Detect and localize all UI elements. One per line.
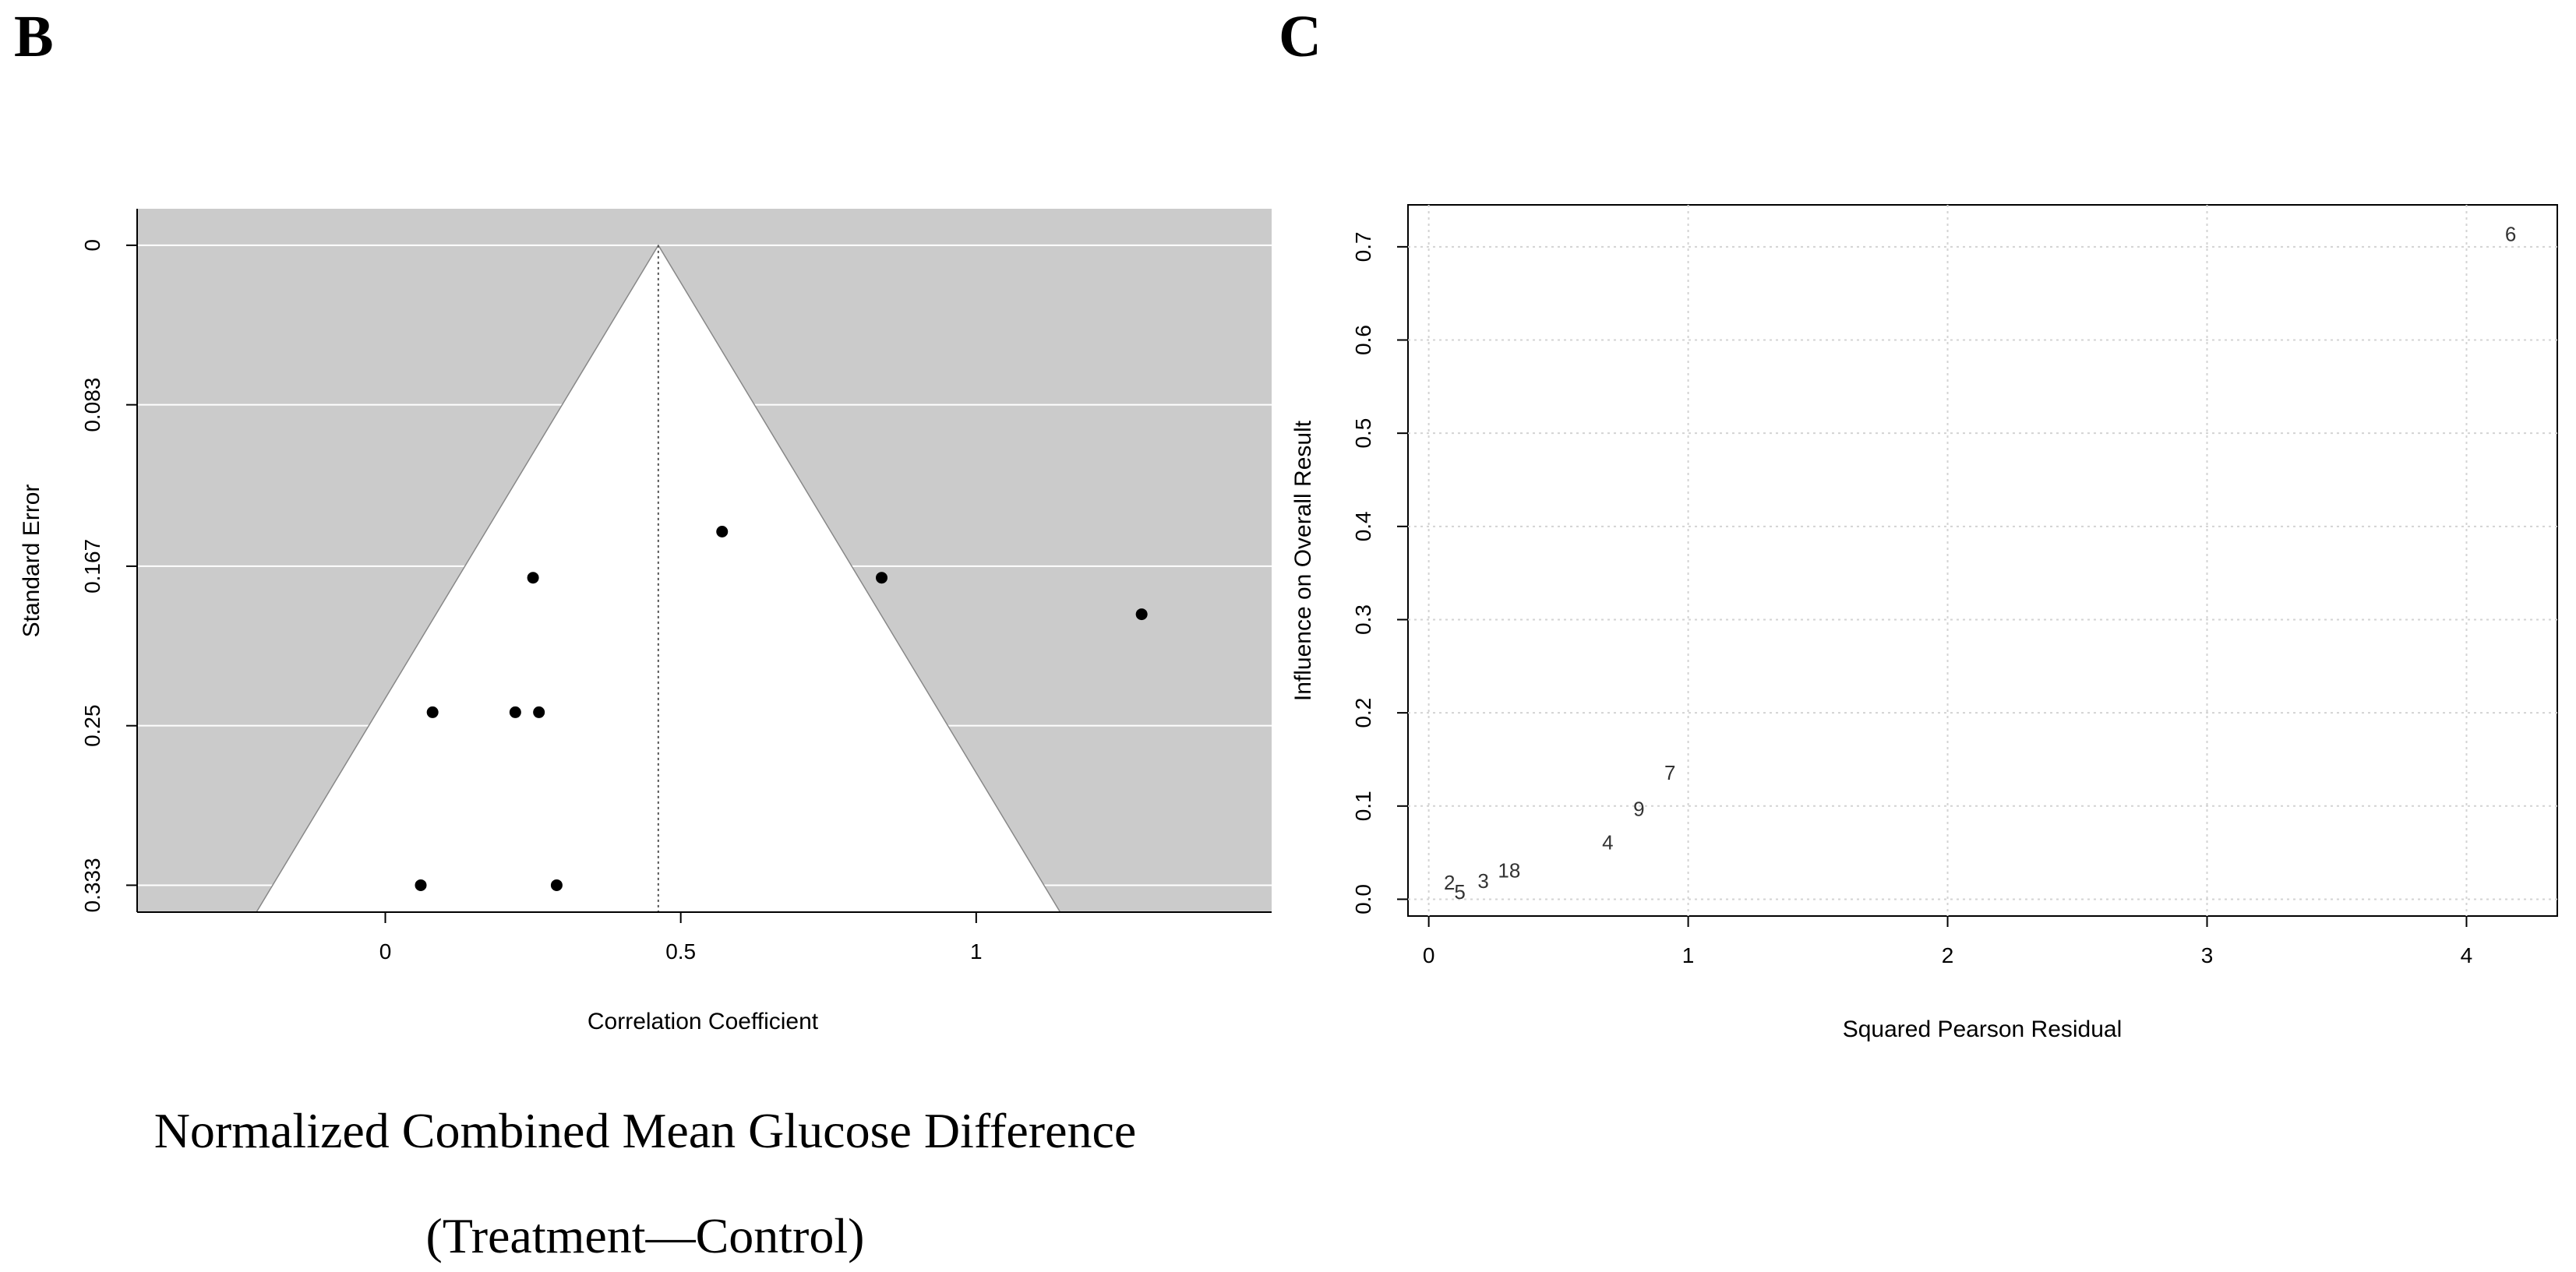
funnel-point-4 (1135, 608, 1148, 621)
influence-y-tick-label: 0.2 (1351, 698, 1375, 728)
influence-x-tick-label: 2 (1942, 943, 1954, 967)
influence-point-18: 18 (1498, 859, 1520, 883)
funnel-x-tick-label: 1 (970, 939, 983, 964)
funnel-y-tick-label: 0 (80, 239, 104, 252)
influence-point-5: 5 (1454, 880, 1465, 904)
influence-plot-gridlines (1408, 205, 2557, 916)
influence-y-tick-label: 0.0 (1351, 884, 1375, 914)
funnel-x-tick-label: 0.5 (665, 939, 696, 964)
influence-plot-frame (1407, 204, 2558, 917)
funnel-point-6 (509, 706, 521, 718)
panel-letter-c: C (1279, 4, 1322, 69)
influence-x-axis-title: Squared Pearson Residual (1843, 1017, 2123, 1042)
influence-x-tick-label: 4 (2461, 943, 2473, 967)
influence-point-6: 6 (2505, 222, 2516, 245)
funnel-x-axis-title: Correlation Coefficient (588, 1009, 819, 1034)
influence-point-3: 3 (1477, 869, 1488, 893)
funnel-y-tick-label: 0.083 (80, 378, 104, 432)
figure-caption-line-2: (Treatment—Control) (426, 1208, 865, 1263)
influence-x-ticks: 0 1 2 3 4 (1423, 916, 2472, 967)
influence-point-7: 7 (1664, 761, 1675, 784)
influence-y-tick-label: 0.4 (1351, 511, 1375, 541)
influence-x-tick-label: 1 (1682, 943, 1695, 967)
funnel-point-1 (716, 525, 729, 537)
influence-y-ticks: 0.0 0.1 0.2 0.3 0.4 0.5 0.6 0.7 (1351, 231, 1408, 914)
funnel-point-7 (533, 706, 545, 718)
influence-point-9: 9 (1633, 798, 1644, 821)
funnel-x-tick-label: 0 (379, 939, 392, 964)
influence-x-tick-label: 0 (1423, 943, 1435, 967)
funnel-y-axis-title: Standard Error (19, 484, 44, 638)
figure-caption-line-1: Normalized Combined Mean Glucose Differe… (154, 1103, 1137, 1158)
influence-y-tick-label: 0.3 (1351, 604, 1375, 635)
funnel-y-ticks: 0 0.083 0.167 0.25 0.333 (80, 239, 137, 912)
funnel-y-tick-label: 0.25 (80, 704, 104, 747)
funnel-point-3 (876, 572, 887, 584)
influence-points: 6 794 18 325 (1444, 222, 2516, 904)
influence-y-tick-label: 0.1 (1351, 791, 1375, 821)
influence-x-tick-label: 3 (2201, 943, 2214, 967)
funnel-x-ticks: 0 0.5 1 (379, 912, 983, 964)
influence-y-tick-label: 0.6 (1351, 325, 1375, 355)
influence-y-tick-label: 0.7 (1351, 231, 1375, 262)
funnel-point-9 (550, 879, 563, 891)
funnel-point-5 (426, 706, 439, 718)
panel-letter-b: B (14, 4, 54, 69)
influence-y-axis-title: Influence on Overall Result (1290, 420, 1316, 701)
influence-point-4: 4 (1602, 831, 1613, 854)
funnel-y-tick-label: 0.167 (80, 539, 104, 594)
influence-point-2: 2 (1444, 871, 1455, 894)
funnel-y-tick-label: 0.333 (80, 858, 104, 912)
influence-y-tick-label: 0.5 (1351, 418, 1375, 449)
funnel-point-8 (415, 879, 427, 891)
funnel-points (415, 525, 1148, 891)
funnel-point-2 (527, 572, 539, 584)
